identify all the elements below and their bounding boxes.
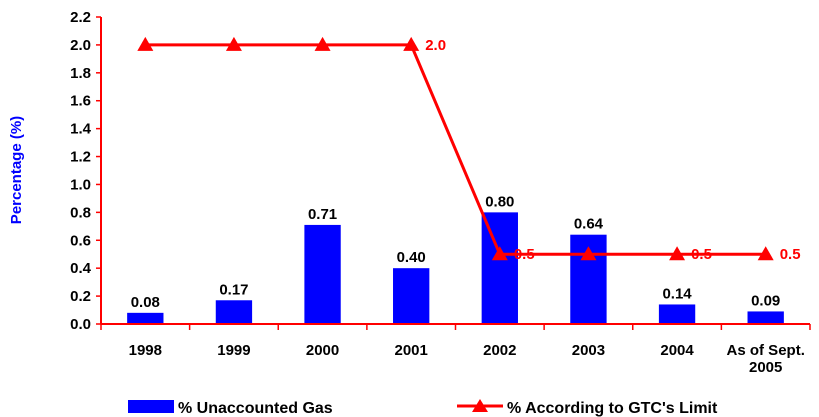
- labels-layer: 1998 1999 2000 2001 2002 2003 2004 As of Sept.2…: [129, 37, 805, 376]
- x-category-label: As of Sept.: [727, 342, 805, 359]
- y-tick-label: 1.0: [70, 176, 91, 193]
- legend-swatch-bars: [128, 400, 174, 413]
- y-tick-label: 0.8: [70, 204, 91, 221]
- bar: [658, 304, 696, 324]
- y-tick-label: 0.6: [70, 232, 91, 249]
- bar-value-label: 0.08: [131, 294, 160, 311]
- axes-layer: [100, 17, 810, 325]
- legend-marker-triangle: [472, 399, 488, 412]
- limit-marker-triangle: [225, 36, 242, 51]
- bar: [215, 300, 253, 324]
- limit-marker-triangle: [580, 246, 597, 261]
- y-tick-label: 2.2: [70, 9, 91, 26]
- legend-label-bars: % Unaccounted Gas: [178, 400, 333, 417]
- y-tick-label: 1.2: [70, 149, 91, 166]
- ticks-layer: 0.0 0.2 0.4 0.6 0.8 1.0 1.2 1.4 1.6 1.8 2.0 2.2: [70, 9, 811, 333]
- legend: % Unaccounted Gas % According to GTC's L…: [128, 399, 718, 417]
- y-tick-label: 0.0: [70, 316, 91, 333]
- limit-marker-triangle: [314, 36, 331, 51]
- bar-value-label: 0.40: [397, 249, 426, 266]
- bar-value-label: 0.80: [485, 193, 514, 210]
- x-category-label: 2004: [660, 342, 694, 359]
- x-category-label: 2003: [572, 342, 605, 359]
- limit-marker-triangle: [137, 36, 154, 51]
- legend-label-line: % According to GTC's Limit: [507, 400, 718, 417]
- bar: [393, 268, 430, 324]
- bar: [747, 311, 784, 324]
- bar-value-label: 0.71: [308, 206, 337, 223]
- x-category-label: 2001: [395, 342, 428, 359]
- bar-value-label: 0.14: [662, 285, 692, 302]
- y-tick-label: 0.4: [70, 260, 92, 277]
- x-category-label: 2005: [749, 359, 782, 376]
- y-tick-label: 1.8: [70, 65, 91, 82]
- bar-value-label: 0.17: [219, 281, 248, 298]
- x-category-label: 1999: [217, 342, 250, 359]
- limit-value-label: 0.5: [780, 246, 801, 263]
- bar: [304, 224, 341, 324]
- limit-value-label: 2.0: [425, 37, 446, 54]
- x-category-label: 2000: [306, 342, 339, 359]
- bar: [127, 312, 164, 324]
- line-layer: [137, 36, 774, 261]
- limit-line: [145, 43, 766, 256]
- limit-value-label: 0.5: [514, 246, 535, 263]
- x-category-label: 2002: [483, 342, 516, 359]
- bar-value-label: 0.64: [574, 216, 604, 233]
- bars-layer: [127, 212, 784, 324]
- limit-marker-triangle: [757, 246, 774, 261]
- y-tick-label: 0.2: [70, 288, 91, 305]
- bar-value-label: 0.09: [751, 292, 780, 309]
- y-axis-title: Percentage (%): [8, 116, 25, 224]
- x-category-label: 1998: [129, 342, 162, 359]
- bar: [481, 212, 518, 324]
- y-tick-label: 2.0: [70, 37, 91, 54]
- y-tick-label: 1.4: [70, 121, 92, 138]
- limit-value-label: 0.5: [691, 246, 712, 263]
- limit-marker-triangle: [669, 246, 686, 261]
- y-tick-label: 1.6: [70, 93, 91, 110]
- limit-marker-triangle: [403, 36, 420, 51]
- limit-marker-triangle: [491, 246, 508, 261]
